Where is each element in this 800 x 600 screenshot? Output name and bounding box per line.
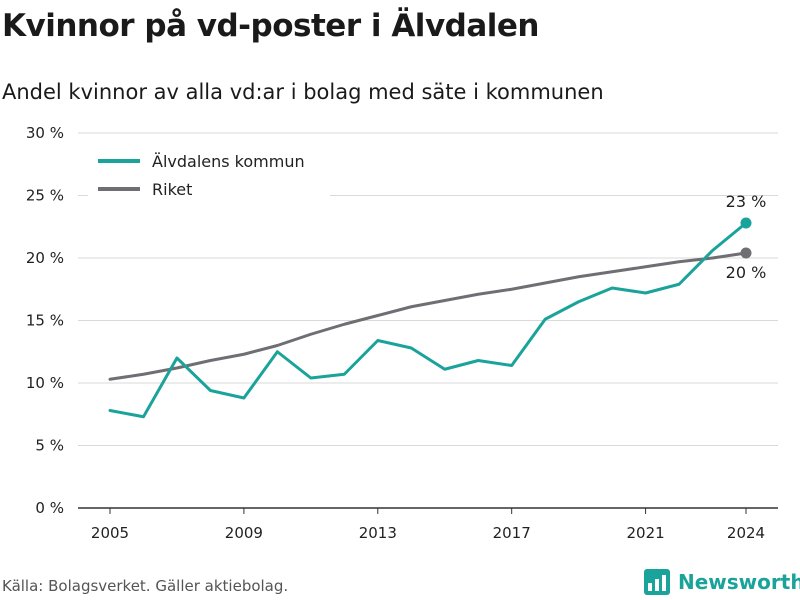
y-tick-label: 25 % (26, 187, 64, 205)
series-line (108, 221, 748, 419)
brand-name: Newsworthy (678, 570, 800, 594)
series-line (108, 251, 748, 381)
y-axis-ticks: 0 % 5 % 10 % 15 % 20 % 25 % 30 % (26, 124, 64, 517)
chart-title: Kvinnor på vd-poster i Älvdalen (2, 8, 539, 44)
end-point (740, 217, 752, 229)
chart-subtitle: Andel kvinnor av alla vd:ar i bolag med … (2, 80, 604, 104)
end-value-label: 23 % (726, 192, 767, 211)
line-chart: 0 %5 %10 %15 %20 %25 %30 % 2005 2009 2013 2… (26, 124, 778, 542)
end-point (740, 247, 752, 259)
y-tick-label: 30 % (26, 124, 64, 142)
x-tick-label: 2017 (493, 524, 531, 542)
x-tick-label: 2009 (225, 524, 263, 542)
x-tick-label: 2005 (91, 524, 129, 542)
x-tick-label: 2013 (359, 524, 397, 542)
legend-label: Riket (152, 180, 192, 199)
y-tick-label: 5 % (35, 437, 64, 455)
end-value-label: 20 % (726, 263, 767, 282)
brand-logo: Newsworthy (644, 569, 800, 595)
legend-label: Älvdalens kommun (152, 152, 305, 171)
series-lines (108, 217, 752, 419)
source-note: Källa: Bolagsverket. Gäller aktiebolag. (2, 577, 289, 595)
legend: Älvdalens kommun Riket (88, 144, 330, 200)
y-tick-label: 0 % (35, 499, 64, 517)
x-axis-ticks: 2005 2009 2013 2017 2021 2024 (91, 508, 765, 542)
y-tick-label: 10 % (26, 374, 64, 392)
y-tick-label: 20 % (26, 249, 64, 267)
x-tick-label: 2021 (626, 524, 664, 542)
x-tick-label: 2024 (727, 524, 765, 542)
newsworthy-logo-icon (644, 569, 670, 595)
end-labels: 23 % 20 % (726, 192, 767, 282)
y-tick-label: 15 % (26, 312, 64, 330)
